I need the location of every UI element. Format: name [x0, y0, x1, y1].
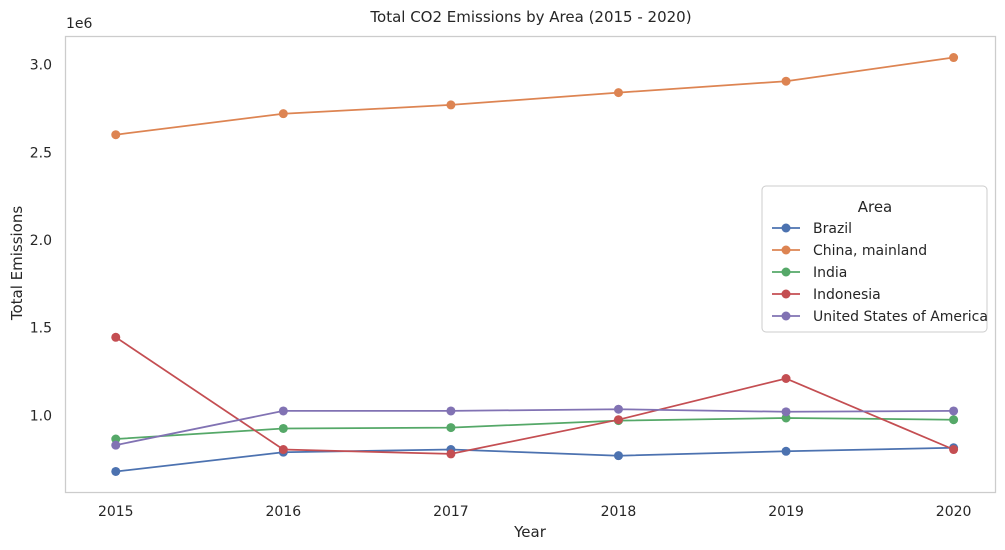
series-china-mainland — [111, 53, 959, 140]
y-tick-label: 1.0 — [30, 408, 52, 424]
legend-item: Brazil — [772, 221, 852, 237]
x-tick-label: 2017 — [433, 504, 469, 520]
legend-title: Area — [858, 198, 893, 216]
legend-item: India — [772, 265, 847, 281]
legend-item: China, mainland — [772, 243, 927, 259]
data-point — [781, 446, 791, 456]
data-point — [781, 407, 791, 417]
data-point — [446, 100, 456, 110]
data-point — [278, 109, 288, 119]
series-united-states-of-america — [111, 404, 959, 450]
y-tick-label: 3.0 — [30, 58, 52, 74]
legend: Area Brazil China, mainland India Indonesia… — [761, 185, 988, 333]
legend-label: Indonesia — [813, 287, 881, 303]
data-point — [278, 406, 288, 416]
data-point — [446, 423, 456, 433]
x-tick-label: 2020 — [936, 504, 972, 520]
data-point — [949, 406, 959, 416]
data-point — [111, 440, 121, 450]
data-point — [111, 466, 121, 476]
legend-label: United States of America — [813, 309, 988, 325]
y-tick-label: 2.5 — [30, 145, 52, 161]
x-axis-label: Year — [513, 523, 547, 541]
y-tick-label: 1.5 — [30, 321, 52, 337]
series-line — [115, 336, 954, 455]
series-india — [111, 413, 959, 444]
data-point — [446, 406, 456, 416]
x-tick-label: 2019 — [768, 504, 804, 520]
legend-label: India — [813, 265, 847, 281]
data-point — [278, 445, 288, 455]
legend-marker — [781, 311, 791, 321]
legend-marker — [781, 267, 791, 277]
data-point — [781, 76, 791, 86]
data-point — [111, 130, 121, 140]
legend-marker — [781, 223, 791, 233]
legend-item: United States of America — [772, 309, 988, 325]
data-point — [446, 449, 456, 459]
y-axis-label: Total Emissions — [8, 206, 26, 322]
x-tick-label: 2018 — [601, 504, 637, 520]
legend-label: Brazil — [813, 221, 852, 237]
x-tick-label: 2016 — [266, 504, 302, 520]
data-point — [111, 332, 121, 342]
data-point — [613, 451, 623, 461]
series-line — [115, 446, 954, 473]
series-line — [115, 56, 954, 136]
data-point — [949, 445, 959, 455]
legend-marker — [781, 289, 791, 299]
x-axis-ticks: 2015 2016 2017 2018 2019 2020 — [98, 504, 971, 520]
data-point — [613, 88, 623, 98]
data-point — [613, 404, 623, 414]
data-point — [613, 415, 623, 425]
x-tick-label: 2015 — [98, 504, 134, 520]
y-tick-label: 2.0 — [30, 233, 52, 249]
series-line — [115, 408, 954, 446]
series-layer — [111, 53, 959, 476]
data-point — [781, 374, 791, 383]
series-indonesia — [111, 332, 959, 459]
data-point — [949, 53, 959, 63]
legend-box — [761, 185, 988, 333]
plot-frame — [64, 35, 997, 494]
legend-item: Indonesia — [772, 287, 881, 303]
chart-title: Total CO2 Emissions by Area (2015 - 2020… — [369, 8, 691, 26]
legend-marker — [781, 245, 791, 255]
legend-label: China, mainland — [813, 243, 927, 259]
y-axis-ticks: 1.0 1.5 2.0 2.5 3.0 — [30, 58, 52, 425]
data-point — [949, 415, 959, 425]
y-offset-label: 1e6 — [66, 16, 93, 32]
data-point — [278, 423, 288, 433]
legend-items: Brazil China, mainland India Indonesia Unite… — [772, 221, 988, 325]
series-brazil — [111, 443, 959, 476]
